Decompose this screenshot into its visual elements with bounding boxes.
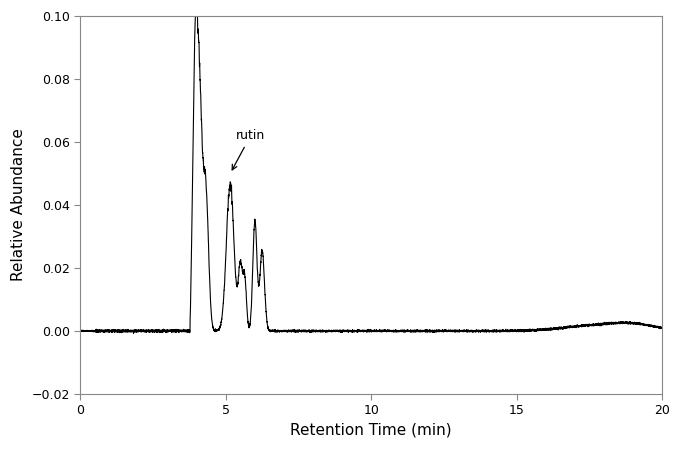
Y-axis label: Relative Abundance: Relative Abundance bbox=[11, 128, 26, 282]
X-axis label: Retention Time (min): Retention Time (min) bbox=[290, 423, 452, 438]
Text: rutin: rutin bbox=[232, 129, 266, 170]
